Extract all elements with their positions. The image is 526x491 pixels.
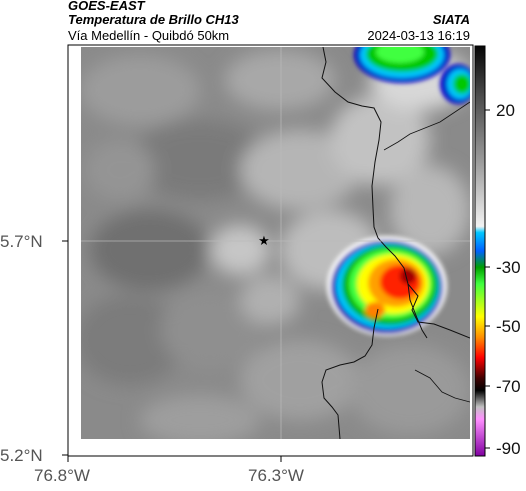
timestamp-label: 2024-03-13 16:19 xyxy=(367,28,470,43)
colorbar-label: 20 xyxy=(496,101,515,120)
lat-tick-label: 5.7°N xyxy=(0,232,43,251)
colorbar-label: -90 xyxy=(496,439,521,458)
storm-cell-east xyxy=(440,64,470,104)
storm-cell-north xyxy=(354,47,450,83)
satellite-title: GOES-EAST xyxy=(68,0,145,13)
colorbar-label: -70 xyxy=(496,377,521,396)
colorbar xyxy=(474,45,486,457)
route-subtitle: Vía Medellín - Quibdó 50km xyxy=(68,28,230,43)
lon-tick-label: 76.3°W xyxy=(248,466,304,485)
lat-tick-label: 5.2°N xyxy=(0,446,43,465)
organization-label: SIATA xyxy=(432,12,470,27)
star-icon: ★ xyxy=(258,234,270,249)
colorbar-label: -30 xyxy=(496,258,521,277)
product-title: Temperatura de Brillo CH13 xyxy=(68,12,239,27)
colorbar-label: -50 xyxy=(496,317,521,336)
lon-tick-label: 76.8°W xyxy=(34,466,90,485)
cloud-field xyxy=(81,47,470,439)
storm-cell-main xyxy=(327,236,447,336)
